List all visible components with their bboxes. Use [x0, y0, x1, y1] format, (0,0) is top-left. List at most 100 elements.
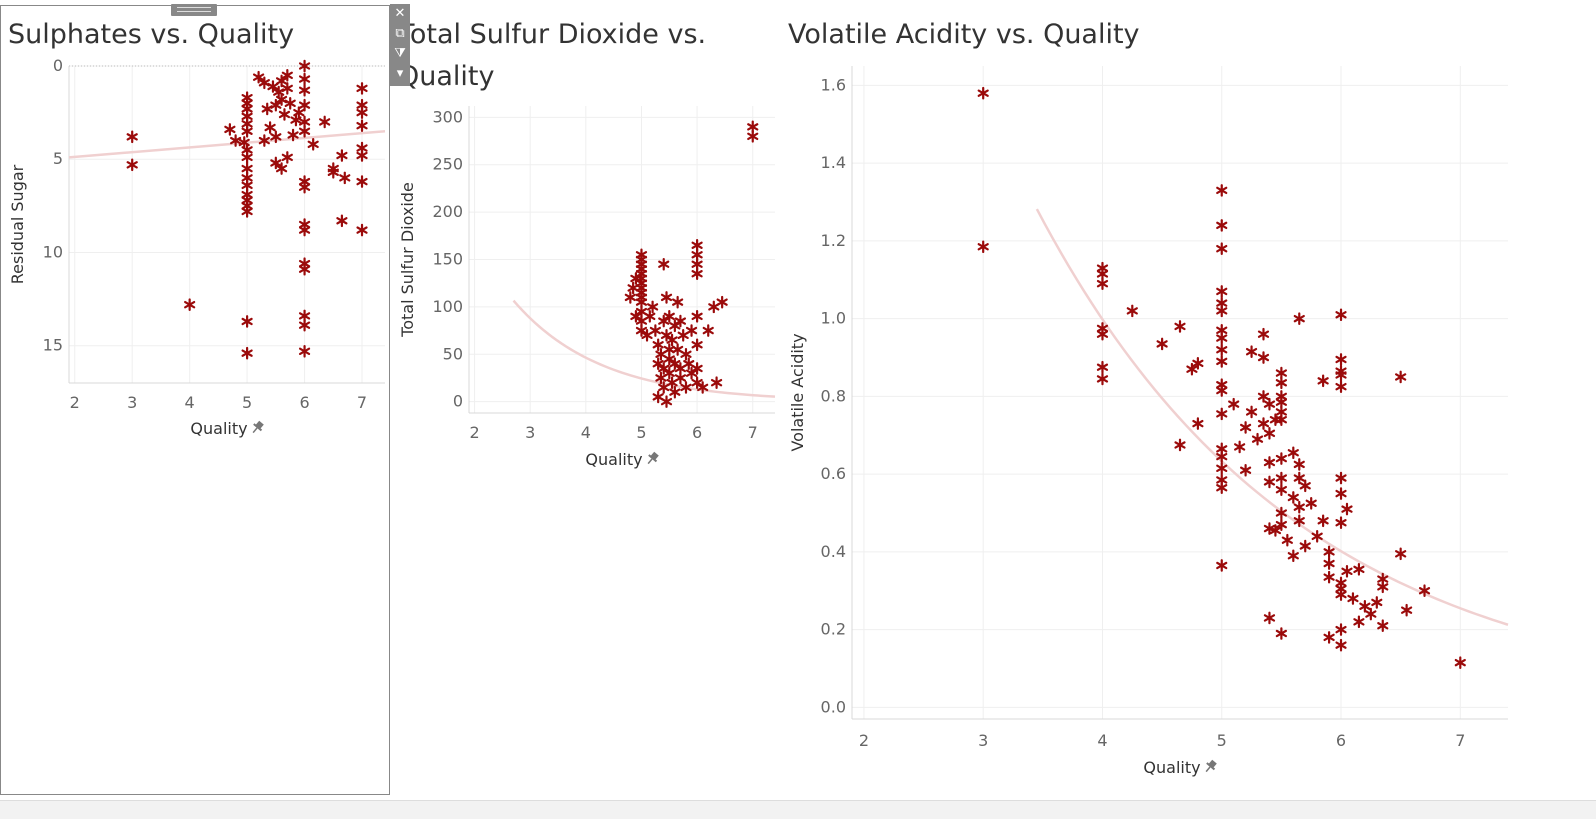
data-point[interactable] — [356, 119, 368, 132]
data-point[interactable] — [1263, 611, 1276, 625]
data-point[interactable] — [1096, 360, 1109, 374]
data-point[interactable] — [674, 371, 687, 385]
data-point[interactable] — [298, 180, 311, 194]
data-point[interactable] — [1395, 370, 1407, 384]
data-point[interactable] — [1335, 380, 1347, 393]
data-point[interactable] — [1293, 458, 1305, 471]
data-point[interactable] — [1263, 475, 1276, 489]
data-point[interactable] — [1341, 502, 1353, 516]
data-point[interactable] — [666, 333, 678, 347]
data-point[interactable] — [1216, 559, 1228, 572]
data-point[interactable] — [356, 149, 368, 162]
data-point[interactable] — [691, 267, 703, 281]
data-point[interactable] — [1192, 417, 1204, 430]
data-point[interactable] — [1353, 615, 1365, 629]
data-point[interactable] — [710, 376, 723, 389]
data-point[interactable] — [644, 310, 656, 323]
data-point[interactable] — [126, 130, 138, 144]
data-point[interactable] — [716, 295, 728, 309]
data-point[interactable] — [275, 74, 288, 88]
data-point[interactable] — [1216, 219, 1228, 232]
data-point[interactable] — [1335, 308, 1347, 322]
data-point[interactable] — [697, 381, 709, 394]
data-point[interactable] — [1216, 384, 1228, 397]
data-point[interactable] — [1257, 351, 1270, 364]
data-point[interactable] — [281, 69, 293, 82]
data-point[interactable] — [663, 366, 675, 380]
data-point[interactable] — [1418, 584, 1431, 598]
data-point[interactable] — [652, 357, 664, 371]
data-point[interactable] — [1275, 376, 1287, 390]
data-point[interactable] — [258, 134, 270, 147]
data-point[interactable] — [336, 149, 348, 162]
data-point[interactable] — [663, 352, 675, 366]
data-point[interactable] — [1335, 368, 1347, 382]
data-point[interactable] — [241, 124, 253, 138]
data-point[interactable] — [691, 376, 703, 389]
data-point[interactable] — [1353, 563, 1365, 576]
data-point[interactable] — [298, 83, 311, 97]
data-point[interactable] — [1275, 518, 1287, 531]
data-point[interactable] — [1216, 285, 1228, 298]
data-point[interactable] — [649, 324, 661, 337]
data-point[interactable] — [307, 138, 319, 151]
data-point[interactable] — [1216, 184, 1228, 197]
data-point[interactable] — [298, 59, 311, 73]
data-point[interactable] — [270, 98, 282, 112]
data-point[interactable] — [1293, 471, 1305, 485]
data-point[interactable] — [356, 82, 368, 95]
data-point[interactable] — [298, 223, 311, 237]
data-point[interactable] — [275, 162, 288, 175]
data-point[interactable] — [1395, 547, 1407, 561]
data-point[interactable] — [1251, 432, 1264, 446]
pin-icon[interactable] — [249, 419, 265, 435]
data-point[interactable] — [1216, 461, 1228, 475]
data-point[interactable] — [672, 295, 684, 309]
data-point[interactable] — [1335, 353, 1347, 366]
data-point[interactable] — [293, 106, 305, 119]
data-point[interactable] — [264, 121, 276, 134]
data-point[interactable] — [669, 357, 681, 371]
data-point[interactable] — [646, 300, 659, 314]
data-point[interactable] — [1263, 397, 1276, 411]
data-point[interactable] — [1317, 514, 1329, 528]
data-point[interactable] — [1228, 397, 1240, 411]
data-point[interactable] — [356, 175, 368, 188]
data-point[interactable] — [669, 385, 681, 399]
data-point[interactable] — [281, 82, 293, 95]
data-point[interactable] — [702, 324, 714, 337]
data-point[interactable] — [977, 86, 989, 100]
data-point[interactable] — [1401, 603, 1413, 617]
pin-icon[interactable] — [1202, 758, 1218, 774]
data-point[interactable] — [284, 96, 296, 110]
data-point[interactable] — [1335, 516, 1347, 530]
data-point[interactable] — [298, 72, 311, 86]
data-point[interactable] — [1216, 242, 1228, 255]
data-point[interactable] — [658, 257, 670, 271]
pin-icon[interactable] — [644, 450, 660, 466]
data-point[interactable] — [1257, 327, 1270, 341]
data-point[interactable] — [1287, 549, 1299, 563]
data-point[interactable] — [1323, 557, 1335, 570]
data-point[interactable] — [1341, 564, 1353, 578]
data-point[interactable] — [1377, 619, 1389, 633]
data-point[interactable] — [298, 318, 311, 332]
data-point[interactable] — [1263, 456, 1276, 469]
data-point[interactable] — [336, 214, 348, 228]
data-point[interactable] — [1323, 570, 1335, 584]
data-point[interactable] — [1257, 417, 1270, 430]
data-point[interactable] — [1275, 506, 1287, 520]
data-point[interactable] — [1275, 471, 1287, 485]
data-point[interactable] — [1323, 545, 1335, 559]
data-point[interactable] — [1216, 450, 1228, 463]
data-point[interactable] — [1269, 524, 1282, 537]
data-point[interactable] — [635, 324, 648, 337]
data-point[interactable] — [1311, 530, 1323, 543]
data-point[interactable] — [1216, 355, 1228, 368]
data-point[interactable] — [270, 156, 282, 170]
data-point[interactable] — [1239, 421, 1252, 434]
data-point[interactable] — [241, 315, 253, 328]
data-point[interactable] — [747, 130, 759, 143]
data-point[interactable] — [1335, 588, 1347, 601]
data-point[interactable] — [1359, 599, 1371, 613]
